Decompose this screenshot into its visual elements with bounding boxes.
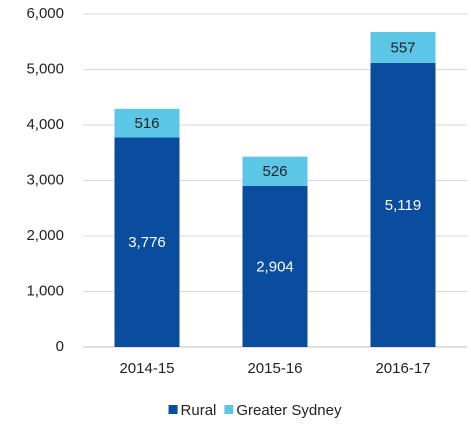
bar-segment bbox=[242, 185, 308, 347]
bar-segment bbox=[114, 137, 180, 347]
data-label: 2,904 bbox=[256, 258, 294, 275]
bar-segment bbox=[242, 156, 308, 186]
y-tick-label: 0 bbox=[56, 338, 64, 355]
data-label: 557 bbox=[390, 39, 415, 56]
y-tick-label: 4,000 bbox=[26, 116, 64, 133]
y-tick-label: 2,000 bbox=[26, 227, 64, 244]
legend-label: Rural bbox=[181, 402, 217, 419]
data-label: 526 bbox=[262, 163, 287, 180]
y-tick-label: 5,000 bbox=[26, 60, 64, 77]
y-tick-label: 6,000 bbox=[26, 5, 64, 22]
x-tick-label: 2016-17 bbox=[375, 360, 430, 377]
bar-segment bbox=[370, 31, 436, 63]
legend-swatch bbox=[224, 405, 234, 414]
y-tick-label: 3,000 bbox=[26, 171, 64, 188]
y-tick-label: 1,000 bbox=[26, 282, 64, 299]
data-label: 3,776 bbox=[128, 234, 166, 251]
legend-label: Greater Sydney bbox=[236, 402, 342, 419]
legend-swatch bbox=[168, 405, 178, 414]
bar-segment bbox=[114, 108, 180, 138]
data-label: 5,119 bbox=[385, 197, 421, 214]
x-tick-label: 2014-15 bbox=[119, 360, 174, 377]
x-tick-label: 2015-16 bbox=[247, 360, 302, 377]
data-label: 516 bbox=[134, 115, 159, 132]
bar-segment bbox=[370, 62, 436, 347]
